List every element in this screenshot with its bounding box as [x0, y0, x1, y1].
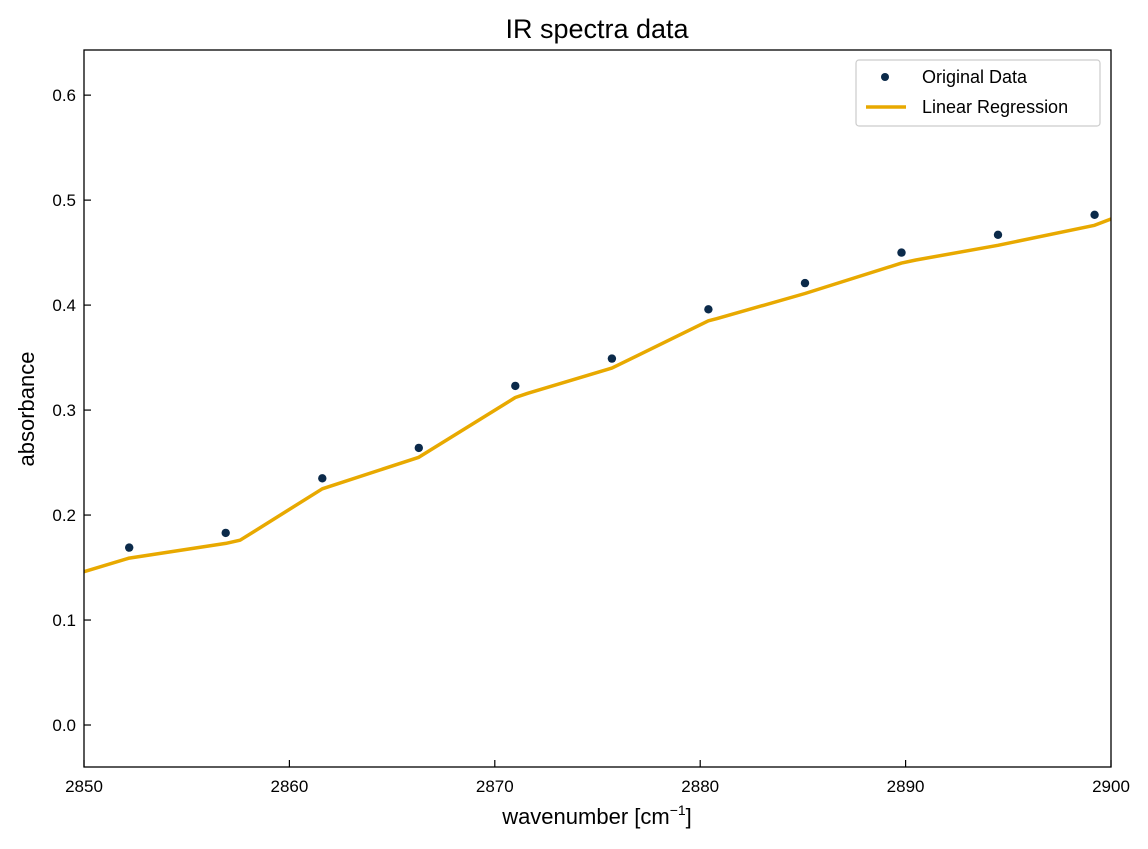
y-tick-label: 0.3 — [52, 401, 76, 420]
x-axis-label: wavenumber [cm−1] — [501, 802, 692, 829]
data-point — [607, 354, 617, 363]
y-tick-label: 0.4 — [52, 296, 76, 315]
data-point — [993, 230, 1003, 239]
x-tick-label: 2900 — [1092, 777, 1130, 796]
x-axis-label-main: wavenumber [cm — [501, 804, 670, 829]
y-tick-label: 0.6 — [52, 86, 76, 105]
legend: Original Data Linear Regression — [855, 59, 1101, 127]
x-tick-label: 2850 — [65, 777, 103, 796]
data-point — [414, 443, 423, 453]
x-axis-label-suffix: ] — [686, 804, 692, 829]
plot-area: 2850 2860 2870 2880 2890 2900 0.0 0.1 0.2 0.3 0.4 0… — [52, 49, 1130, 796]
y-tick-label: 0.1 — [52, 611, 76, 630]
axes-frame — [83, 49, 1112, 768]
x-tick-label: 2860 — [270, 777, 308, 796]
data-point — [221, 528, 230, 538]
legend-marker-original-data — [881, 73, 889, 81]
x-tick-label: 2880 — [681, 777, 719, 796]
y-tick-label: 0.0 — [52, 716, 76, 735]
legend-box — [855, 59, 1101, 127]
series-line-linear-regression — [84, 217, 1111, 574]
chart-title: IR spectra data — [505, 14, 689, 44]
x-tick-label: 2870 — [476, 777, 514, 796]
legend-label-linear-regression: Linear Regression — [922, 97, 1068, 117]
x-axis-label-superscript: −1 — [670, 802, 686, 818]
data-point — [897, 248, 906, 257]
data-point — [125, 543, 134, 552]
y-tick-label: 0.5 — [52, 191, 76, 210]
x-tick-label: 2890 — [887, 777, 925, 796]
y-axis-label: absorbance — [14, 352, 39, 467]
data-point — [511, 381, 520, 391]
data-point — [318, 474, 327, 483]
data-point — [704, 305, 713, 314]
y-tick-label: 0.2 — [52, 506, 76, 525]
data-point — [800, 278, 810, 288]
legend-label-original-data: Original Data — [922, 67, 1028, 87]
data-point — [1090, 210, 1099, 219]
